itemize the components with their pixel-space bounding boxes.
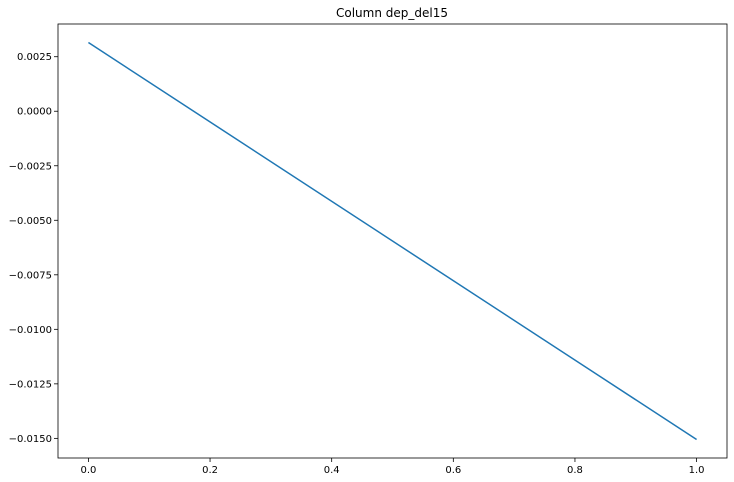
x-tick-label: 0.0	[80, 465, 96, 476]
x-tick-label: 0.2	[202, 465, 218, 476]
y-tick-label: −0.0125	[9, 379, 52, 390]
y-tick-label: −0.0050	[9, 216, 52, 227]
series-line	[87, 41, 698, 441]
y-tick-label: 0.0025	[17, 52, 52, 63]
y-tick-label: −0.0025	[9, 161, 52, 172]
y-tick-label: −0.0100	[9, 325, 52, 336]
x-tick-label: 0.8	[567, 465, 583, 476]
x-tick-label: 0.6	[445, 465, 461, 476]
y-tick-label: −0.0150	[9, 434, 52, 445]
axes-frame	[57, 23, 728, 459]
y-tick-label: −0.0075	[9, 270, 52, 281]
y-tick-label: 0.0000	[17, 107, 52, 118]
x-tick-label: 1.0	[689, 465, 705, 476]
plot-area: 0.0 0.2 0.4 0.6 0.8 1.0 0.0025 0.0000 −0.0025 −0.…	[9, 23, 728, 476]
chart-title: Column dep_del15	[336, 6, 448, 20]
x-tick-label: 0.4	[324, 465, 340, 476]
